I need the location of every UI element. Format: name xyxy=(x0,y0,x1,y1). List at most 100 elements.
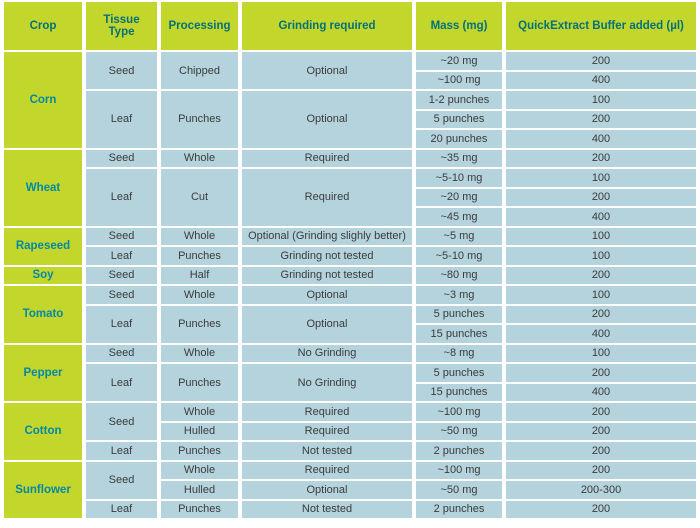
buffer-added-cell: 200 xyxy=(506,500,696,518)
buffer-added-cell: 100 xyxy=(506,247,696,265)
column-header-1: Tissue Type xyxy=(86,2,157,50)
table-row: 15 punches 400 xyxy=(4,383,696,401)
mass-cell: ~5-10 mg xyxy=(416,169,502,187)
table-row: Tomato Seed Whole Optional ~3 mg 100 xyxy=(4,286,696,343)
table-row: Cotton Seed Whole Required ~100 mg 200 xyxy=(4,403,696,460)
tissue-type-cell: Seed xyxy=(86,461,157,499)
buffer-added-cell: 200 xyxy=(506,461,696,479)
column-header-3: Grinding required xyxy=(242,2,412,50)
buffer-added-cell: 100 xyxy=(506,227,696,245)
tissue-type-cell: Seed xyxy=(86,403,157,440)
tissue-type-cell: Seed xyxy=(86,266,157,284)
mass-cell: 2 punches xyxy=(416,442,502,460)
table-row: Leaf Punches Not tested 2 punches 200 xyxy=(4,442,696,460)
processing-cell: Whole xyxy=(161,286,238,304)
table-row: Hulled Optional ~50 mg 200-300 xyxy=(4,481,696,499)
grinding-required-cell: Required xyxy=(242,461,412,479)
mass-cell: 5 punches xyxy=(416,110,502,128)
buffer-added-cell: 400 xyxy=(506,383,696,401)
table-row: Leaf Cut Required ~5-10 mg 100 xyxy=(4,169,696,226)
table-row: 5 punches 200 xyxy=(4,110,696,128)
mass-cell: ~100 mg xyxy=(416,71,502,89)
processing-cell: Hulled xyxy=(161,481,238,499)
crop-cell: Rapeseed xyxy=(4,227,82,265)
processing-cell: Whole xyxy=(161,149,238,167)
buffer-added-cell: 200 xyxy=(506,442,696,460)
table-row: ~100 mg 400 xyxy=(4,71,696,89)
tissue-type-cell: Leaf xyxy=(86,442,157,460)
buffer-added-cell: 200 xyxy=(506,188,696,206)
table-row: ~45 mg 400 xyxy=(4,208,696,226)
grinding-required-cell: Required xyxy=(242,169,412,226)
buffer-added-cell: 200 xyxy=(506,266,696,284)
crop-cell: Corn xyxy=(4,52,82,148)
buffer-added-cell: 200 xyxy=(506,305,696,323)
table-row: Pepper Seed Whole No Grinding ~8 mg 100 xyxy=(4,344,696,401)
mass-cell: ~100 mg xyxy=(416,461,502,479)
grinding-required-cell: Optional xyxy=(242,305,412,343)
grinding-required-cell: Grinding not tested xyxy=(242,266,412,284)
grinding-required-cell: No Grinding xyxy=(242,364,412,401)
processing-cell: Punches xyxy=(161,364,238,401)
table-row: Leaf Punches Optional 5 punches 200 xyxy=(4,305,696,343)
buffer-added-cell: 400 xyxy=(506,208,696,226)
tissue-type-cell: Leaf xyxy=(86,169,157,226)
processing-cell: Cut xyxy=(161,169,238,226)
mass-cell: 5 punches xyxy=(416,305,502,323)
table-body: Corn Seed Chipped Optional ~20 mg 200 ~100 mg 4… xyxy=(4,52,696,518)
mass-cell: ~8 mg xyxy=(416,344,502,362)
buffer-added-cell: 400 xyxy=(506,130,696,148)
buffer-added-cell: 200 xyxy=(506,110,696,128)
column-header-5: QuickExtract Buffer added (µl) xyxy=(506,2,696,50)
processing-cell: Half xyxy=(161,266,238,284)
buffer-added-cell: 400 xyxy=(506,71,696,89)
crop-cell: Sunflower xyxy=(4,461,82,518)
buffer-added-cell: 400 xyxy=(506,325,696,343)
grinding-required-cell: Optional (Grinding slighly better) xyxy=(242,227,412,245)
crop-cell: Wheat xyxy=(4,149,82,226)
tissue-type-cell: Seed xyxy=(86,286,157,304)
buffer-added-cell: 100 xyxy=(506,286,696,304)
table-row: 20 punches 400 xyxy=(4,130,696,148)
mass-cell: ~80 mg xyxy=(416,266,502,284)
crop-cell: Tomato xyxy=(4,286,82,343)
grinding-required-cell: Not tested xyxy=(242,500,412,518)
tissue-type-cell: Seed xyxy=(86,149,157,167)
tissue-type-cell: Leaf xyxy=(86,364,157,401)
mass-cell: 5 punches xyxy=(416,364,502,382)
table-row: ~20 mg 200 xyxy=(4,188,696,206)
mass-cell: 20 punches xyxy=(416,130,502,148)
table-row: Wheat Seed Whole Required ~35 mg 200 xyxy=(4,149,696,226)
processing-cell: Hulled xyxy=(161,422,238,440)
processing-cell: Punches xyxy=(161,91,238,148)
column-header-4: Mass (mg) xyxy=(416,2,502,50)
table-row: 15 punches 400 xyxy=(4,325,696,343)
mass-cell: ~20 mg xyxy=(416,52,502,70)
tissue-type-cell: Leaf xyxy=(86,247,157,265)
table-row: Corn Seed Chipped Optional ~20 mg 200 xyxy=(4,52,696,148)
mass-cell: ~20 mg xyxy=(416,188,502,206)
tissue-type-cell: Seed xyxy=(86,344,157,362)
processing-cell: Punches xyxy=(161,247,238,265)
mass-cell: ~35 mg xyxy=(416,149,502,167)
mass-cell: ~100 mg xyxy=(416,403,502,421)
grinding-required-cell: Optional xyxy=(242,481,412,499)
crop-cell: Pepper xyxy=(4,344,82,401)
mass-cell: 2 punches xyxy=(416,500,502,518)
grinding-required-cell: Required xyxy=(242,149,412,167)
table-row: Hulled Required ~50 mg 200 xyxy=(4,422,696,440)
grinding-required-cell: Optional xyxy=(242,286,412,304)
tissue-type-cell: Leaf xyxy=(86,500,157,518)
mass-cell: ~5-10 mg xyxy=(416,247,502,265)
mass-cell: 15 punches xyxy=(416,325,502,343)
buffer-added-cell: 200 xyxy=(506,52,696,70)
processing-cell: Whole xyxy=(161,344,238,362)
buffer-added-cell: 200-300 xyxy=(506,481,696,499)
column-header-0: Crop xyxy=(4,2,82,50)
tissue-type-cell: Seed xyxy=(86,52,157,89)
buffer-added-cell: 200 xyxy=(506,149,696,167)
grinding-required-cell: Optional xyxy=(242,52,412,89)
mass-cell: ~3 mg xyxy=(416,286,502,304)
processing-cell: Whole xyxy=(161,461,238,479)
